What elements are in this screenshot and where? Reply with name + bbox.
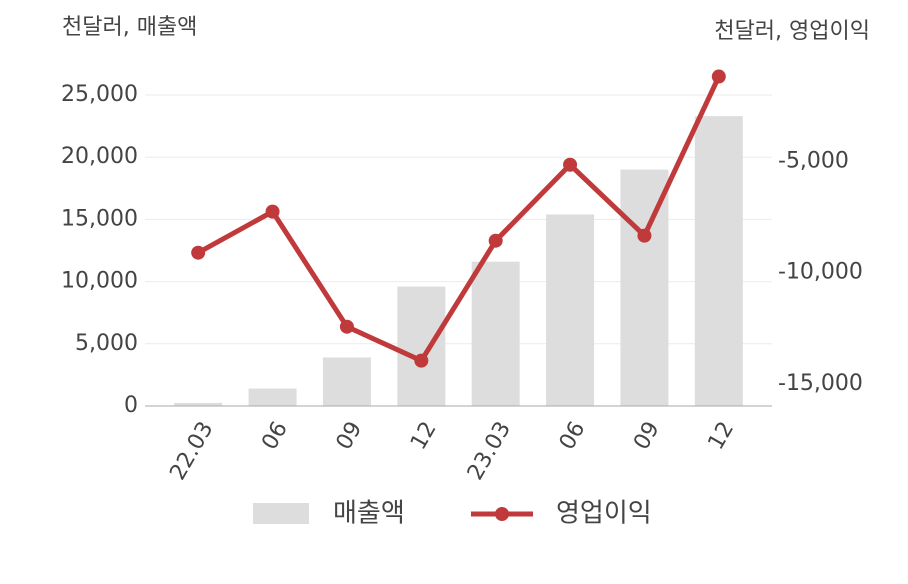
- legend-swatch: [495, 507, 509, 521]
- line-point: [265, 204, 280, 219]
- x-tick-label: 09: [332, 418, 368, 455]
- y2-tick-label: -15,000: [778, 371, 863, 396]
- bar: [694, 116, 743, 406]
- bar: [546, 214, 595, 406]
- x-tick-label: 12: [406, 418, 442, 455]
- bar: [322, 357, 371, 406]
- bar: [248, 388, 297, 406]
- line-point: [711, 69, 726, 84]
- line-point: [339, 319, 354, 334]
- bar: [471, 261, 520, 406]
- x-tick-label: 06: [555, 418, 591, 455]
- legend-label: 영업이익: [556, 499, 652, 529]
- line-point: [488, 233, 503, 248]
- y2-axis-label: 천달러, 영업이익: [714, 19, 870, 44]
- line-point: [637, 228, 652, 243]
- legend-label: 매출액: [333, 499, 405, 529]
- x-tick-label: 12: [704, 418, 740, 455]
- x-tick-label: 23.03: [463, 418, 516, 485]
- y-tick-label: 25,000: [61, 82, 138, 107]
- line-point: [191, 245, 206, 260]
- bar: [174, 402, 223, 406]
- y2-tick-label: -10,000: [778, 260, 863, 285]
- legend-swatch: [253, 503, 309, 524]
- line-point: [414, 353, 429, 368]
- x-tick-label: 06: [257, 418, 293, 455]
- y-tick-label: 10,000: [61, 269, 138, 294]
- x-tick-label: 22.03: [165, 418, 218, 485]
- bar: [397, 286, 446, 406]
- line-point: [563, 157, 578, 172]
- bar: [620, 169, 669, 406]
- y-tick-label: 5,000: [75, 331, 138, 356]
- y-tick-label: 15,000: [61, 206, 138, 231]
- y2-tick-label: -5,000: [778, 149, 849, 174]
- line: [196, 75, 722, 364]
- y-tick-label: 0: [124, 393, 138, 418]
- x-tick-label: 09: [629, 418, 665, 455]
- y-axis-label: 천달러, 매출액: [62, 15, 197, 40]
- y-tick-label: 20,000: [61, 144, 138, 169]
